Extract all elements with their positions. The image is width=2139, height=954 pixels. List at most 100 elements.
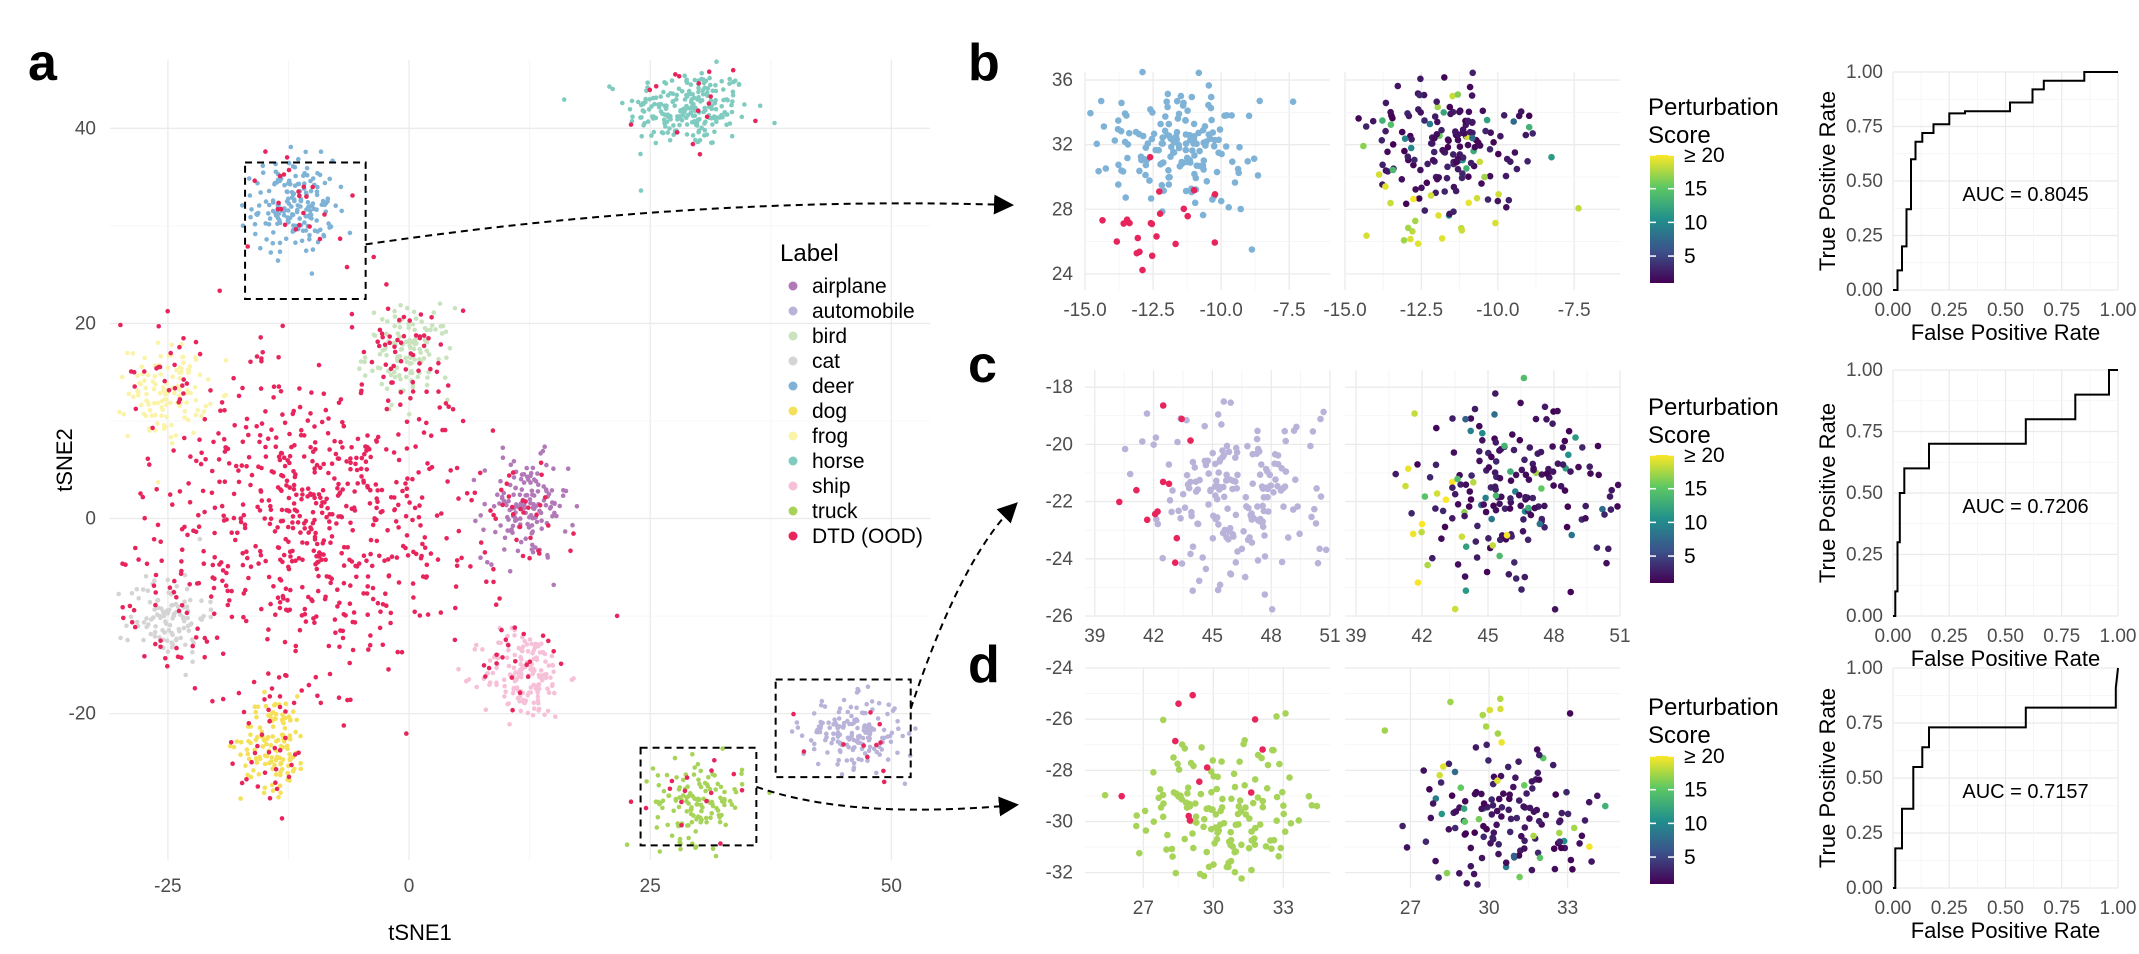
panel-c-perturbation-scatter: 39 42 45 48 51 [1345, 370, 1631, 647]
point-automobile [1256, 471, 1264, 479]
point-ood [499, 487, 504, 493]
point-truck [1528, 866, 1536, 874]
point-truck [698, 768, 703, 774]
point-truck [1241, 782, 1248, 789]
point-truck [715, 808, 721, 813]
colorbar-title: Score [1648, 422, 1711, 449]
point-ood [1153, 233, 1160, 240]
point-ood [510, 707, 515, 713]
point-truck [1159, 791, 1167, 799]
point-ship [527, 637, 533, 642]
point-ood [403, 481, 408, 486]
point-ood [147, 462, 152, 467]
point-ood [243, 618, 249, 624]
point-dog [251, 768, 256, 773]
point-ood [329, 534, 335, 539]
point-deer [249, 207, 254, 212]
point-deer [1525, 112, 1533, 120]
point-ood [158, 638, 163, 643]
point-automobile [855, 686, 860, 692]
point-truck [1542, 811, 1550, 819]
point-deer [1401, 147, 1408, 155]
point-truck [1515, 852, 1523, 859]
point-automobile [881, 727, 887, 733]
point-deer [1142, 171, 1149, 179]
point-deer [1382, 167, 1390, 174]
point-ood [225, 446, 231, 452]
point-truck [1133, 812, 1140, 819]
point-deer [1465, 199, 1472, 207]
point-cat [165, 638, 170, 644]
point-deer [1139, 68, 1146, 76]
point-ood [416, 470, 421, 475]
point-deer [1199, 126, 1207, 134]
y-tick-label: 1.00 [1846, 360, 1883, 381]
point-automobile [1213, 477, 1220, 485]
point-ood [337, 491, 342, 497]
point-truck [1282, 710, 1289, 717]
point-ood [301, 521, 307, 526]
point-frog [161, 422, 167, 428]
point-automobile [1516, 436, 1524, 444]
point-horse [684, 78, 689, 84]
point-airplane [510, 523, 516, 529]
point-automobile [1213, 514, 1221, 521]
point-ood [396, 457, 402, 463]
legend-marker [788, 531, 798, 541]
point-horse [656, 104, 662, 110]
point-ood [405, 553, 411, 558]
point-deer [1118, 167, 1125, 174]
point-automobile [895, 719, 900, 724]
x-tick-label: -15.0 [1323, 300, 1366, 321]
point-ood [323, 594, 328, 600]
point-ood [121, 615, 126, 621]
point-deer [1459, 170, 1466, 177]
point-deer [1378, 137, 1386, 144]
x-tick-label: 51 [1319, 626, 1340, 647]
x-tick-label: -7.5 [1273, 300, 1306, 321]
point-ood [248, 482, 253, 488]
point-truck [1276, 760, 1283, 768]
point-ship [474, 642, 479, 648]
point-automobile [837, 748, 843, 753]
point-ood [410, 581, 416, 586]
point-deer [1459, 154, 1467, 161]
x-tick-label: 0.75 [2043, 898, 2080, 919]
point-ood [410, 389, 416, 394]
x-axis-title: tSNE1 [388, 920, 452, 945]
point-truck [678, 846, 683, 852]
point-airplane [527, 497, 533, 502]
point-ood [297, 627, 303, 633]
point-ood [527, 659, 533, 664]
point-ood [319, 503, 324, 509]
point-bird [384, 331, 389, 337]
point-cat [158, 615, 163, 621]
point-automobile [1454, 501, 1462, 508]
point-bird [425, 375, 430, 380]
point-ood [283, 672, 288, 678]
point-truck [1215, 827, 1222, 834]
point-truck [1201, 815, 1208, 823]
legend-label: automobile [812, 300, 915, 323]
point-ood [259, 606, 264, 612]
point-automobile [851, 745, 856, 751]
point-ood [445, 479, 450, 484]
point-cat [143, 574, 149, 579]
point-ood [291, 482, 297, 488]
x-tick-label: 0.50 [1987, 898, 2024, 919]
point-deer [1122, 194, 1129, 201]
point-deer [1165, 174, 1172, 181]
point-airplane [507, 569, 513, 574]
point-automobile [1519, 528, 1527, 535]
point-deer [309, 216, 314, 221]
point-automobile [887, 733, 893, 739]
point-automobile [1225, 448, 1233, 456]
point-bird [403, 355, 409, 361]
point-ood [298, 530, 303, 535]
point-ood [1211, 191, 1219, 198]
point-bird [384, 352, 389, 358]
point-truck [676, 787, 682, 792]
point-truck [698, 802, 704, 808]
point-automobile [1454, 561, 1462, 568]
